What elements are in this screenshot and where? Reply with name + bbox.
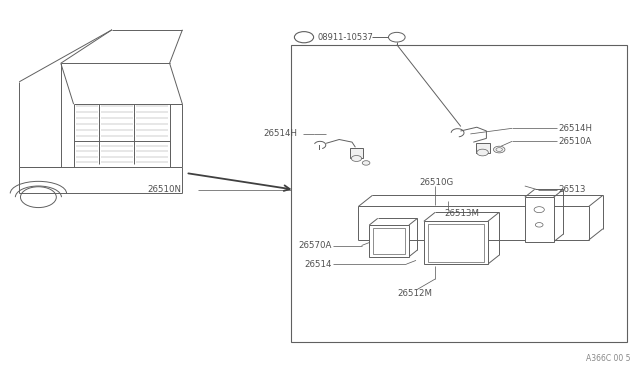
Text: 26513: 26513 [558, 185, 586, 194]
Text: 26510G: 26510G [419, 178, 454, 187]
Circle shape [493, 146, 505, 153]
Text: 26514: 26514 [304, 260, 332, 269]
Circle shape [388, 32, 405, 42]
Text: 26514H: 26514H [264, 129, 298, 138]
Circle shape [294, 32, 314, 43]
Bar [424, 221, 488, 264]
Circle shape [351, 155, 362, 161]
Bar [525, 197, 554, 242]
Bar [350, 148, 363, 158]
Text: 26510A: 26510A [558, 137, 591, 146]
Text: 26513M: 26513M [445, 209, 480, 218]
Text: A366C 00 5: A366C 00 5 [586, 354, 630, 363]
Bar [369, 225, 409, 257]
Text: 08911-10537: 08911-10537 [317, 33, 373, 42]
Circle shape [362, 161, 370, 165]
Text: 26510N: 26510N [147, 185, 181, 194]
Bar [291, 45, 627, 342]
Bar [428, 224, 484, 262]
Text: 26514H: 26514H [558, 124, 592, 133]
Text: 26512M: 26512M [397, 289, 432, 298]
Bar [373, 228, 405, 254]
Text: N: N [301, 33, 307, 42]
Bar [476, 143, 490, 153]
Text: 26570A: 26570A [298, 241, 332, 250]
Circle shape [477, 149, 488, 156]
